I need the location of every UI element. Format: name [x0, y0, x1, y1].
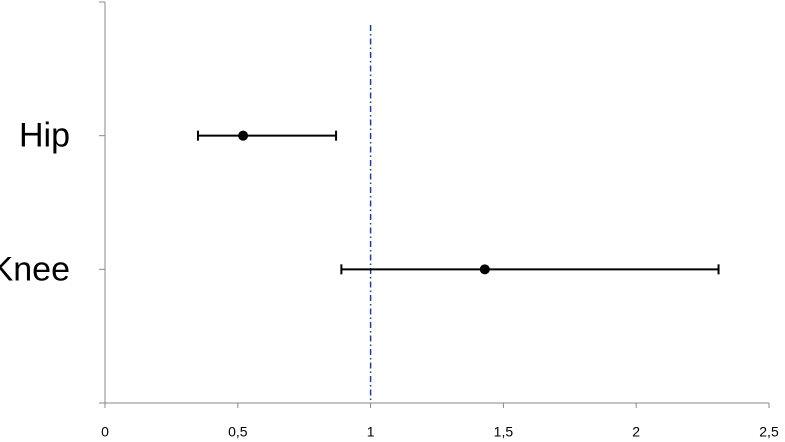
- x-tick-label: 1: [367, 424, 375, 440]
- category-label: Hip: [19, 117, 70, 155]
- category-label: Knee: [0, 250, 70, 288]
- point-estimate: [238, 130, 249, 141]
- x-tick-label: 0,5: [228, 424, 248, 440]
- x-tick-label: 2,5: [759, 424, 779, 440]
- x-tick-label: 1,5: [494, 424, 514, 440]
- x-tick-label: 2: [632, 424, 640, 440]
- point-estimate: [479, 264, 490, 275]
- x-tick-label: 0: [101, 424, 109, 440]
